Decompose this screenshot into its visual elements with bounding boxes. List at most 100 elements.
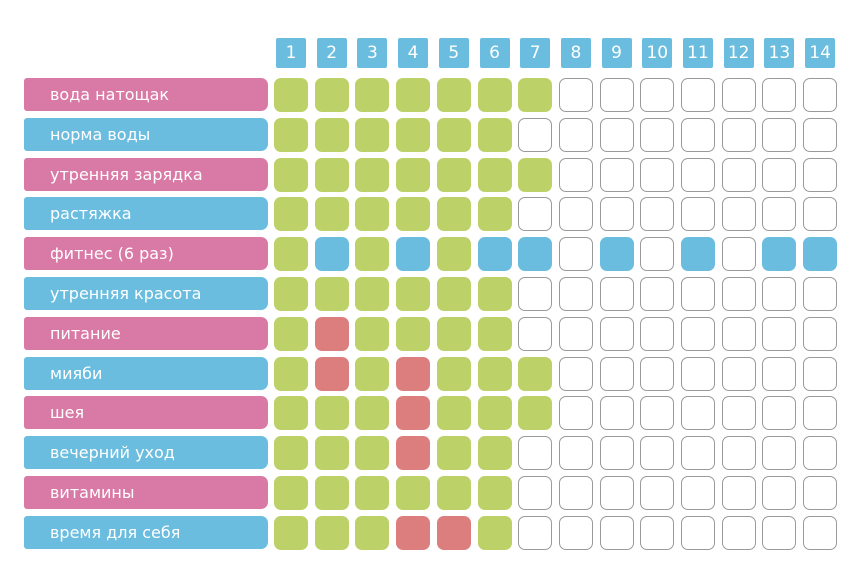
habit-cell[interactable] bbox=[599, 515, 634, 550]
habit-cell[interactable] bbox=[762, 436, 797, 471]
habit-cell[interactable] bbox=[314, 78, 349, 112]
habit-cell[interactable] bbox=[599, 197, 634, 232]
habit-cell[interactable] bbox=[599, 237, 634, 272]
habit-cell[interactable] bbox=[681, 117, 715, 152]
habit-cell[interactable] bbox=[721, 277, 756, 311]
habit-cell[interactable] bbox=[558, 396, 593, 431]
habit-cell[interactable] bbox=[762, 157, 797, 192]
habit-cell[interactable] bbox=[518, 117, 553, 152]
habit-cell[interactable] bbox=[599, 78, 634, 112]
habit-cell[interactable] bbox=[436, 476, 471, 510]
habit-cell[interactable] bbox=[558, 78, 593, 112]
habit-cell[interactable] bbox=[762, 237, 797, 272]
habit-cell[interactable] bbox=[274, 157, 308, 192]
habit-cell[interactable] bbox=[640, 396, 675, 431]
habit-cell[interactable] bbox=[355, 356, 390, 391]
habit-cell[interactable] bbox=[762, 117, 797, 152]
habit-cell[interactable] bbox=[314, 515, 349, 550]
habit-cell[interactable] bbox=[518, 237, 553, 272]
habit-cell[interactable] bbox=[803, 436, 838, 471]
habit-cell[interactable] bbox=[599, 396, 634, 431]
habit-cell[interactable] bbox=[274, 515, 308, 550]
habit-cell[interactable] bbox=[436, 356, 471, 391]
habit-cell[interactable] bbox=[640, 436, 675, 471]
habit-cell[interactable] bbox=[803, 476, 838, 510]
habit-cell[interactable] bbox=[396, 117, 431, 152]
habit-cell[interactable] bbox=[396, 436, 431, 471]
habit-cell[interactable] bbox=[314, 277, 349, 311]
habit-cell[interactable] bbox=[721, 436, 756, 471]
habit-cell[interactable] bbox=[355, 476, 390, 510]
habit-cell[interactable] bbox=[721, 515, 756, 550]
habit-cell[interactable] bbox=[681, 197, 715, 232]
habit-cell[interactable] bbox=[640, 277, 675, 311]
habit-cell[interactable] bbox=[396, 277, 431, 311]
habit-cell[interactable] bbox=[436, 157, 471, 192]
habit-cell[interactable] bbox=[681, 277, 715, 311]
habit-cell[interactable] bbox=[640, 515, 675, 550]
habit-cell[interactable] bbox=[640, 117, 675, 152]
habit-cell[interactable] bbox=[314, 396, 349, 431]
habit-cell[interactable] bbox=[477, 197, 512, 232]
habit-cell[interactable] bbox=[355, 277, 390, 311]
habit-cell[interactable] bbox=[355, 515, 390, 550]
habit-cell[interactable] bbox=[436, 197, 471, 232]
habit-cell[interactable] bbox=[640, 316, 675, 351]
habit-cell[interactable] bbox=[599, 436, 634, 471]
habit-cell[interactable] bbox=[396, 515, 431, 550]
habit-cell[interactable] bbox=[721, 356, 756, 391]
habit-cell[interactable] bbox=[518, 476, 553, 510]
habit-cell[interactable] bbox=[355, 316, 390, 351]
habit-cell[interactable] bbox=[355, 396, 390, 431]
habit-cell[interactable] bbox=[762, 197, 797, 232]
habit-cell[interactable] bbox=[274, 197, 308, 232]
habit-cell[interactable] bbox=[762, 356, 797, 391]
habit-cell[interactable] bbox=[762, 316, 797, 351]
habit-cell[interactable] bbox=[721, 476, 756, 510]
habit-cell[interactable] bbox=[518, 515, 553, 550]
habit-cell[interactable] bbox=[274, 396, 308, 431]
habit-cell[interactable] bbox=[681, 316, 715, 351]
habit-cell[interactable] bbox=[721, 316, 756, 351]
habit-cell[interactable] bbox=[274, 356, 308, 391]
habit-cell[interactable] bbox=[274, 316, 308, 351]
habit-cell[interactable] bbox=[477, 515, 512, 550]
habit-cell[interactable] bbox=[436, 78, 471, 112]
habit-cell[interactable] bbox=[640, 78, 675, 112]
habit-cell[interactable] bbox=[803, 356, 838, 391]
habit-cell[interactable] bbox=[599, 157, 634, 192]
habit-cell[interactable] bbox=[436, 277, 471, 311]
habit-cell[interactable] bbox=[314, 157, 349, 192]
habit-cell[interactable] bbox=[477, 237, 512, 272]
habit-cell[interactable] bbox=[558, 316, 593, 351]
habit-cell[interactable] bbox=[355, 197, 390, 232]
habit-cell[interactable] bbox=[762, 515, 797, 550]
habit-cell[interactable] bbox=[436, 117, 471, 152]
habit-cell[interactable] bbox=[274, 78, 308, 112]
habit-cell[interactable] bbox=[396, 356, 431, 391]
habit-cell[interactable] bbox=[314, 117, 349, 152]
habit-cell[interactable] bbox=[681, 157, 715, 192]
habit-cell[interactable] bbox=[681, 78, 715, 112]
habit-cell[interactable] bbox=[803, 237, 838, 272]
habit-cell[interactable] bbox=[518, 356, 553, 391]
habit-cell[interactable] bbox=[314, 197, 349, 232]
habit-cell[interactable] bbox=[599, 117, 634, 152]
habit-cell[interactable] bbox=[477, 117, 512, 152]
habit-cell[interactable] bbox=[355, 157, 390, 192]
habit-cell[interactable] bbox=[436, 396, 471, 431]
habit-cell[interactable] bbox=[558, 436, 593, 471]
habit-cell[interactable] bbox=[558, 237, 593, 272]
habit-cell[interactable] bbox=[477, 277, 512, 311]
habit-cell[interactable] bbox=[558, 157, 593, 192]
habit-cell[interactable] bbox=[721, 396, 756, 431]
habit-cell[interactable] bbox=[558, 476, 593, 510]
habit-cell[interactable] bbox=[518, 197, 553, 232]
habit-cell[interactable] bbox=[762, 78, 797, 112]
habit-cell[interactable] bbox=[762, 396, 797, 431]
habit-cell[interactable] bbox=[558, 277, 593, 311]
habit-cell[interactable] bbox=[436, 436, 471, 471]
habit-cell[interactable] bbox=[518, 78, 553, 112]
habit-cell[interactable] bbox=[355, 117, 390, 152]
habit-cell[interactable] bbox=[803, 117, 838, 152]
